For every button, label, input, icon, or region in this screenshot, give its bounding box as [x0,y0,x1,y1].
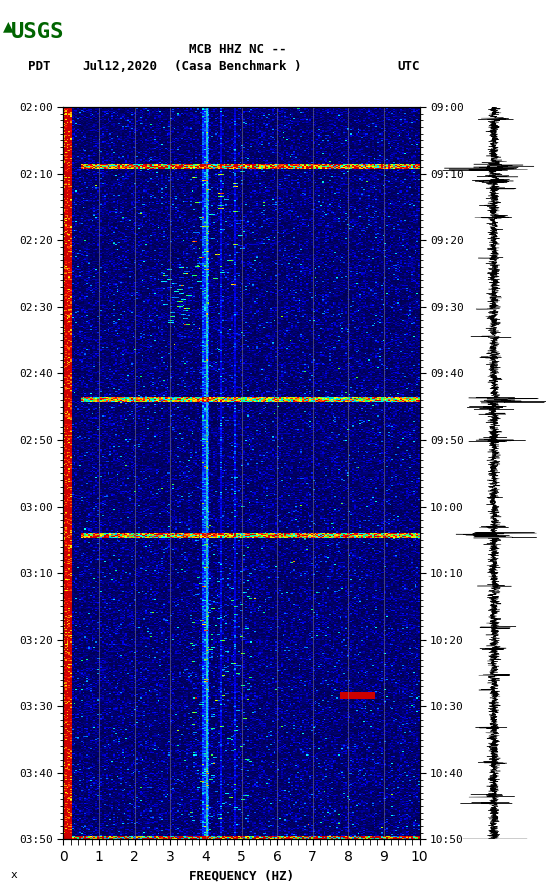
Text: Jul12,2020: Jul12,2020 [83,61,158,73]
Text: USGS: USGS [11,22,65,42]
Text: x: x [11,870,18,880]
Text: MCB HHZ NC --: MCB HHZ NC -- [189,43,286,55]
Text: UTC: UTC [397,61,420,73]
Text: (Casa Benchmark ): (Casa Benchmark ) [174,61,301,73]
X-axis label: FREQUENCY (HZ): FREQUENCY (HZ) [189,870,294,882]
Text: ▲: ▲ [3,20,13,34]
Text: PDT: PDT [28,61,50,73]
